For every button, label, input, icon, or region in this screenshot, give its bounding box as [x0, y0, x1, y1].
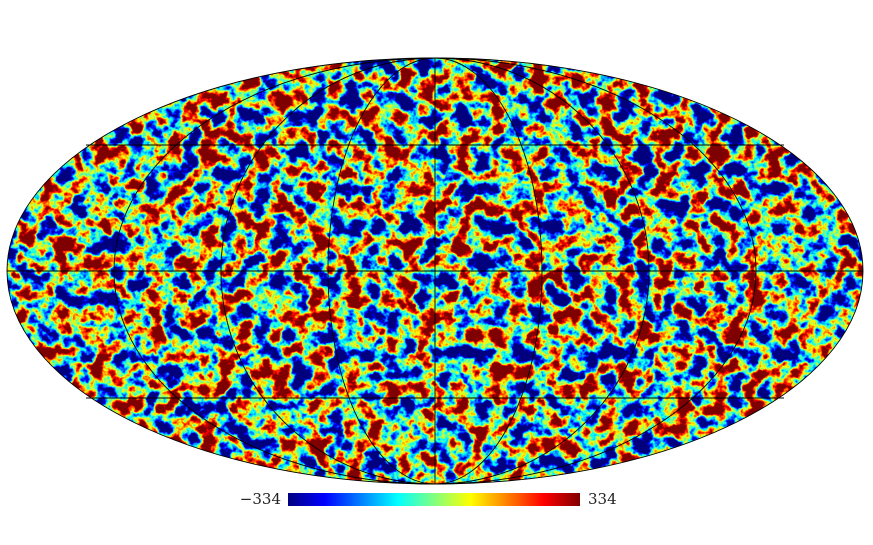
colorbar-max-label: 334: [588, 490, 617, 508]
graticule: [6, 57, 864, 485]
colorbar: [288, 493, 580, 506]
colorbar-min-label: −334: [240, 490, 281, 508]
